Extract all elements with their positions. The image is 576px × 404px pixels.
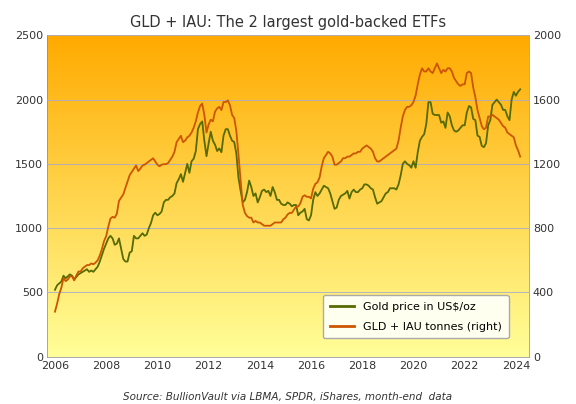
Title: GLD + IAU: The 2 largest gold-backed ETFs: GLD + IAU: The 2 largest gold-backed ETF… [130, 15, 446, 30]
Text: Source: BullionVault via LBMA, SPDR, iShares, month-end  data: Source: BullionVault via LBMA, SPDR, iSh… [123, 392, 453, 402]
Legend: Gold price in US$/oz, GLD + IAU tonnes (right): Gold price in US$/oz, GLD + IAU tonnes (… [323, 295, 509, 338]
